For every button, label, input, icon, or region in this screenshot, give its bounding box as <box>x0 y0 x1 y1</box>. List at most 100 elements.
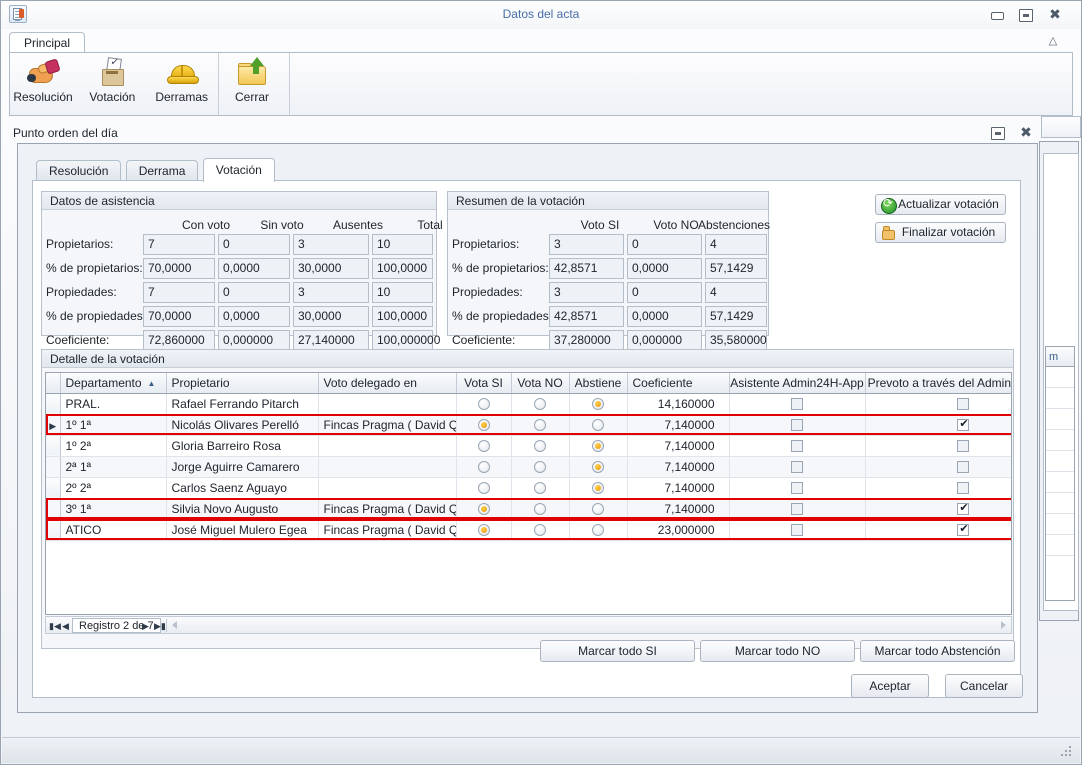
restore-icon[interactable] <box>989 126 1007 141</box>
cell-asistente[interactable] <box>729 456 866 478</box>
table-row[interactable]: 1º 2ª Gloria Barreiro Rosa 7,140000 <box>46 435 1011 457</box>
cell-abstiene[interactable] <box>569 477 628 499</box>
cell-vota-no[interactable] <box>511 477 570 499</box>
cell-vota-no[interactable] <box>511 435 570 457</box>
cell-prevoto-checkbox[interactable] <box>957 522 970 537</box>
cell-vota-si-radio[interactable] <box>477 503 490 516</box>
asistencia-cell-4-1[interactable]: 0,000000 <box>218 330 290 351</box>
finalizar-votacion-button[interactable]: Finalizar votación <box>875 222 1006 243</box>
cell-vota-si-radio[interactable] <box>477 482 490 495</box>
resumen-cell-0-1[interactable]: 0 <box>627 234 702 255</box>
ribbon-button-derramas[interactable]: Derramas <box>149 53 215 113</box>
cell-abstiene-radio[interactable] <box>592 440 604 453</box>
cell-asistente[interactable] <box>729 519 866 541</box>
cell-abstiene-radio[interactable] <box>592 482 604 495</box>
resumen-cell-4-2[interactable]: 35,580000 <box>705 330 767 351</box>
cell-asistente-checkbox[interactable] <box>791 503 803 516</box>
cell-vota-si-radio[interactable] <box>477 461 490 474</box>
row-selector-cell[interactable]: ▶ <box>46 414 61 436</box>
cell-abstiene[interactable] <box>569 414 628 436</box>
asistencia-cell-0-1[interactable]: 0 <box>218 234 290 255</box>
col-header-abstiene[interactable]: Abstiene <box>569 373 628 394</box>
cell-vota-si[interactable] <box>456 393 512 415</box>
cell-asistente-checkbox[interactable] <box>791 419 803 432</box>
resumen-cell-2-2[interactable]: 4 <box>705 282 767 303</box>
asistencia-cell-4-2[interactable]: 27,140000 <box>293 330 369 351</box>
nav-prev-icon[interactable]: ◀ <box>62 621 69 631</box>
minimize-icon[interactable] <box>986 7 1008 23</box>
cell-vota-no-radio[interactable] <box>534 440 546 453</box>
cell-vota-no-radio[interactable] <box>534 398 546 411</box>
aceptar-button[interactable]: Aceptar <box>851 674 929 698</box>
cell-asistente-checkbox[interactable] <box>791 461 803 474</box>
cell-asistente-checkbox[interactable] <box>791 440 803 453</box>
tab-derrama[interactable]: Derrama <box>125 160 199 182</box>
tab-resolucion[interactable]: Resolución <box>36 160 122 182</box>
resumen-cell-3-2[interactable]: 57,1429 <box>705 306 767 327</box>
actualizar-votacion-button[interactable]: Actualizar votación <box>875 194 1006 215</box>
row-selector-cell[interactable] <box>46 435 61 457</box>
cell-vota-si[interactable] <box>456 498 512 520</box>
grid-hscroll-left-icon[interactable] <box>172 621 177 629</box>
cell-asistente-checkbox[interactable] <box>791 482 803 495</box>
cell-vota-si-radio[interactable] <box>477 524 490 537</box>
cell-vota-si-radio[interactable] <box>477 440 490 453</box>
col-header-voto-delegado[interactable]: Voto delegado en <box>318 373 457 394</box>
asistencia-cell-4-3[interactable]: 100,000000 <box>372 330 440 351</box>
close-icon[interactable]: ✖ <box>1049 7 1061 23</box>
ribbon-button-cerrar[interactable]: Cerrar <box>219 53 285 113</box>
asistencia-cell-2-1[interactable]: 0 <box>218 282 290 303</box>
close-icon[interactable]: ✖ <box>1020 125 1032 141</box>
resize-grip-icon[interactable] <box>1061 746 1073 758</box>
cell-vota-no[interactable] <box>511 519 570 541</box>
cell-vota-si[interactable] <box>456 477 512 499</box>
cell-vota-no-radio[interactable] <box>534 461 546 474</box>
cell-abstiene-radio[interactable] <box>592 398 604 411</box>
marcar-todo-si-button[interactable]: Marcar todo SI <box>540 640 695 662</box>
cell-prevoto[interactable] <box>865 498 1011 520</box>
ribbon-button-votacion[interactable]: Votación <box>79 53 145 113</box>
cell-vota-no-radio[interactable] <box>534 419 546 432</box>
maximize-icon[interactable] <box>1015 7 1037 23</box>
col-header-vota-si[interactable]: Vota SI <box>456 373 512 394</box>
cell-vota-no-radio[interactable] <box>534 503 546 516</box>
asistencia-cell-3-1[interactable]: 0,0000 <box>218 306 290 327</box>
resumen-cell-1-2[interactable]: 57,1429 <box>705 258 767 279</box>
cell-abstiene-radio[interactable] <box>592 524 604 537</box>
cell-prevoto[interactable] <box>865 414 1011 436</box>
cell-vota-si[interactable] <box>456 435 512 457</box>
resumen-cell-2-0[interactable]: 3 <box>549 282 624 303</box>
cell-prevoto-checkbox[interactable] <box>957 398 969 411</box>
resumen-cell-2-1[interactable]: 0 <box>627 282 702 303</box>
cell-vota-no-radio[interactable] <box>534 482 546 495</box>
table-row[interactable]: PRAL. Rafael Ferrando Pitarch 14,160000 <box>46 393 1011 415</box>
row-selector-cell[interactable] <box>46 519 61 541</box>
cell-abstiene[interactable] <box>569 498 628 520</box>
resumen-cell-4-0[interactable]: 37,280000 <box>549 330 624 351</box>
table-row[interactable]: 2º 2ª Carlos Saenz Aguayo 7,140000 <box>46 477 1011 499</box>
cell-prevoto[interactable] <box>865 477 1011 499</box>
asistencia-cell-3-3[interactable]: 100,0000 <box>372 306 433 327</box>
resumen-cell-1-1[interactable]: 0,0000 <box>627 258 702 279</box>
resumen-cell-4-1[interactable]: 0,000000 <box>627 330 702 351</box>
cell-prevoto-checkbox[interactable] <box>957 461 969 474</box>
cell-abstiene-radio[interactable] <box>592 503 604 516</box>
cell-abstiene[interactable] <box>569 393 628 415</box>
asistencia-cell-2-0[interactable]: 7 <box>143 282 215 303</box>
resumen-cell-0-0[interactable]: 3 <box>549 234 624 255</box>
row-selector-cell[interactable] <box>46 456 61 478</box>
cell-vota-si[interactable] <box>456 519 512 541</box>
ribbon-tab-principal[interactable]: Principal <box>9 32 86 54</box>
nav-first-icon[interactable]: ▮◀ <box>49 621 61 631</box>
cell-prevoto-checkbox[interactable] <box>957 482 969 495</box>
cell-prevoto[interactable] <box>865 519 1011 541</box>
cell-abstiene[interactable] <box>569 456 628 478</box>
marcar-todo-no-button[interactable]: Marcar todo NO <box>700 640 855 662</box>
resumen-cell-0-2[interactable]: 4 <box>705 234 767 255</box>
cell-prevoto[interactable] <box>865 456 1011 478</box>
cell-abstiene[interactable] <box>569 519 628 541</box>
asistencia-cell-0-2[interactable]: 3 <box>293 234 369 255</box>
col-header-departamento[interactable]: Departamento ▲ <box>60 373 167 394</box>
cell-prevoto-checkbox[interactable] <box>957 501 970 516</box>
cell-prevoto-checkbox[interactable] <box>957 440 969 453</box>
